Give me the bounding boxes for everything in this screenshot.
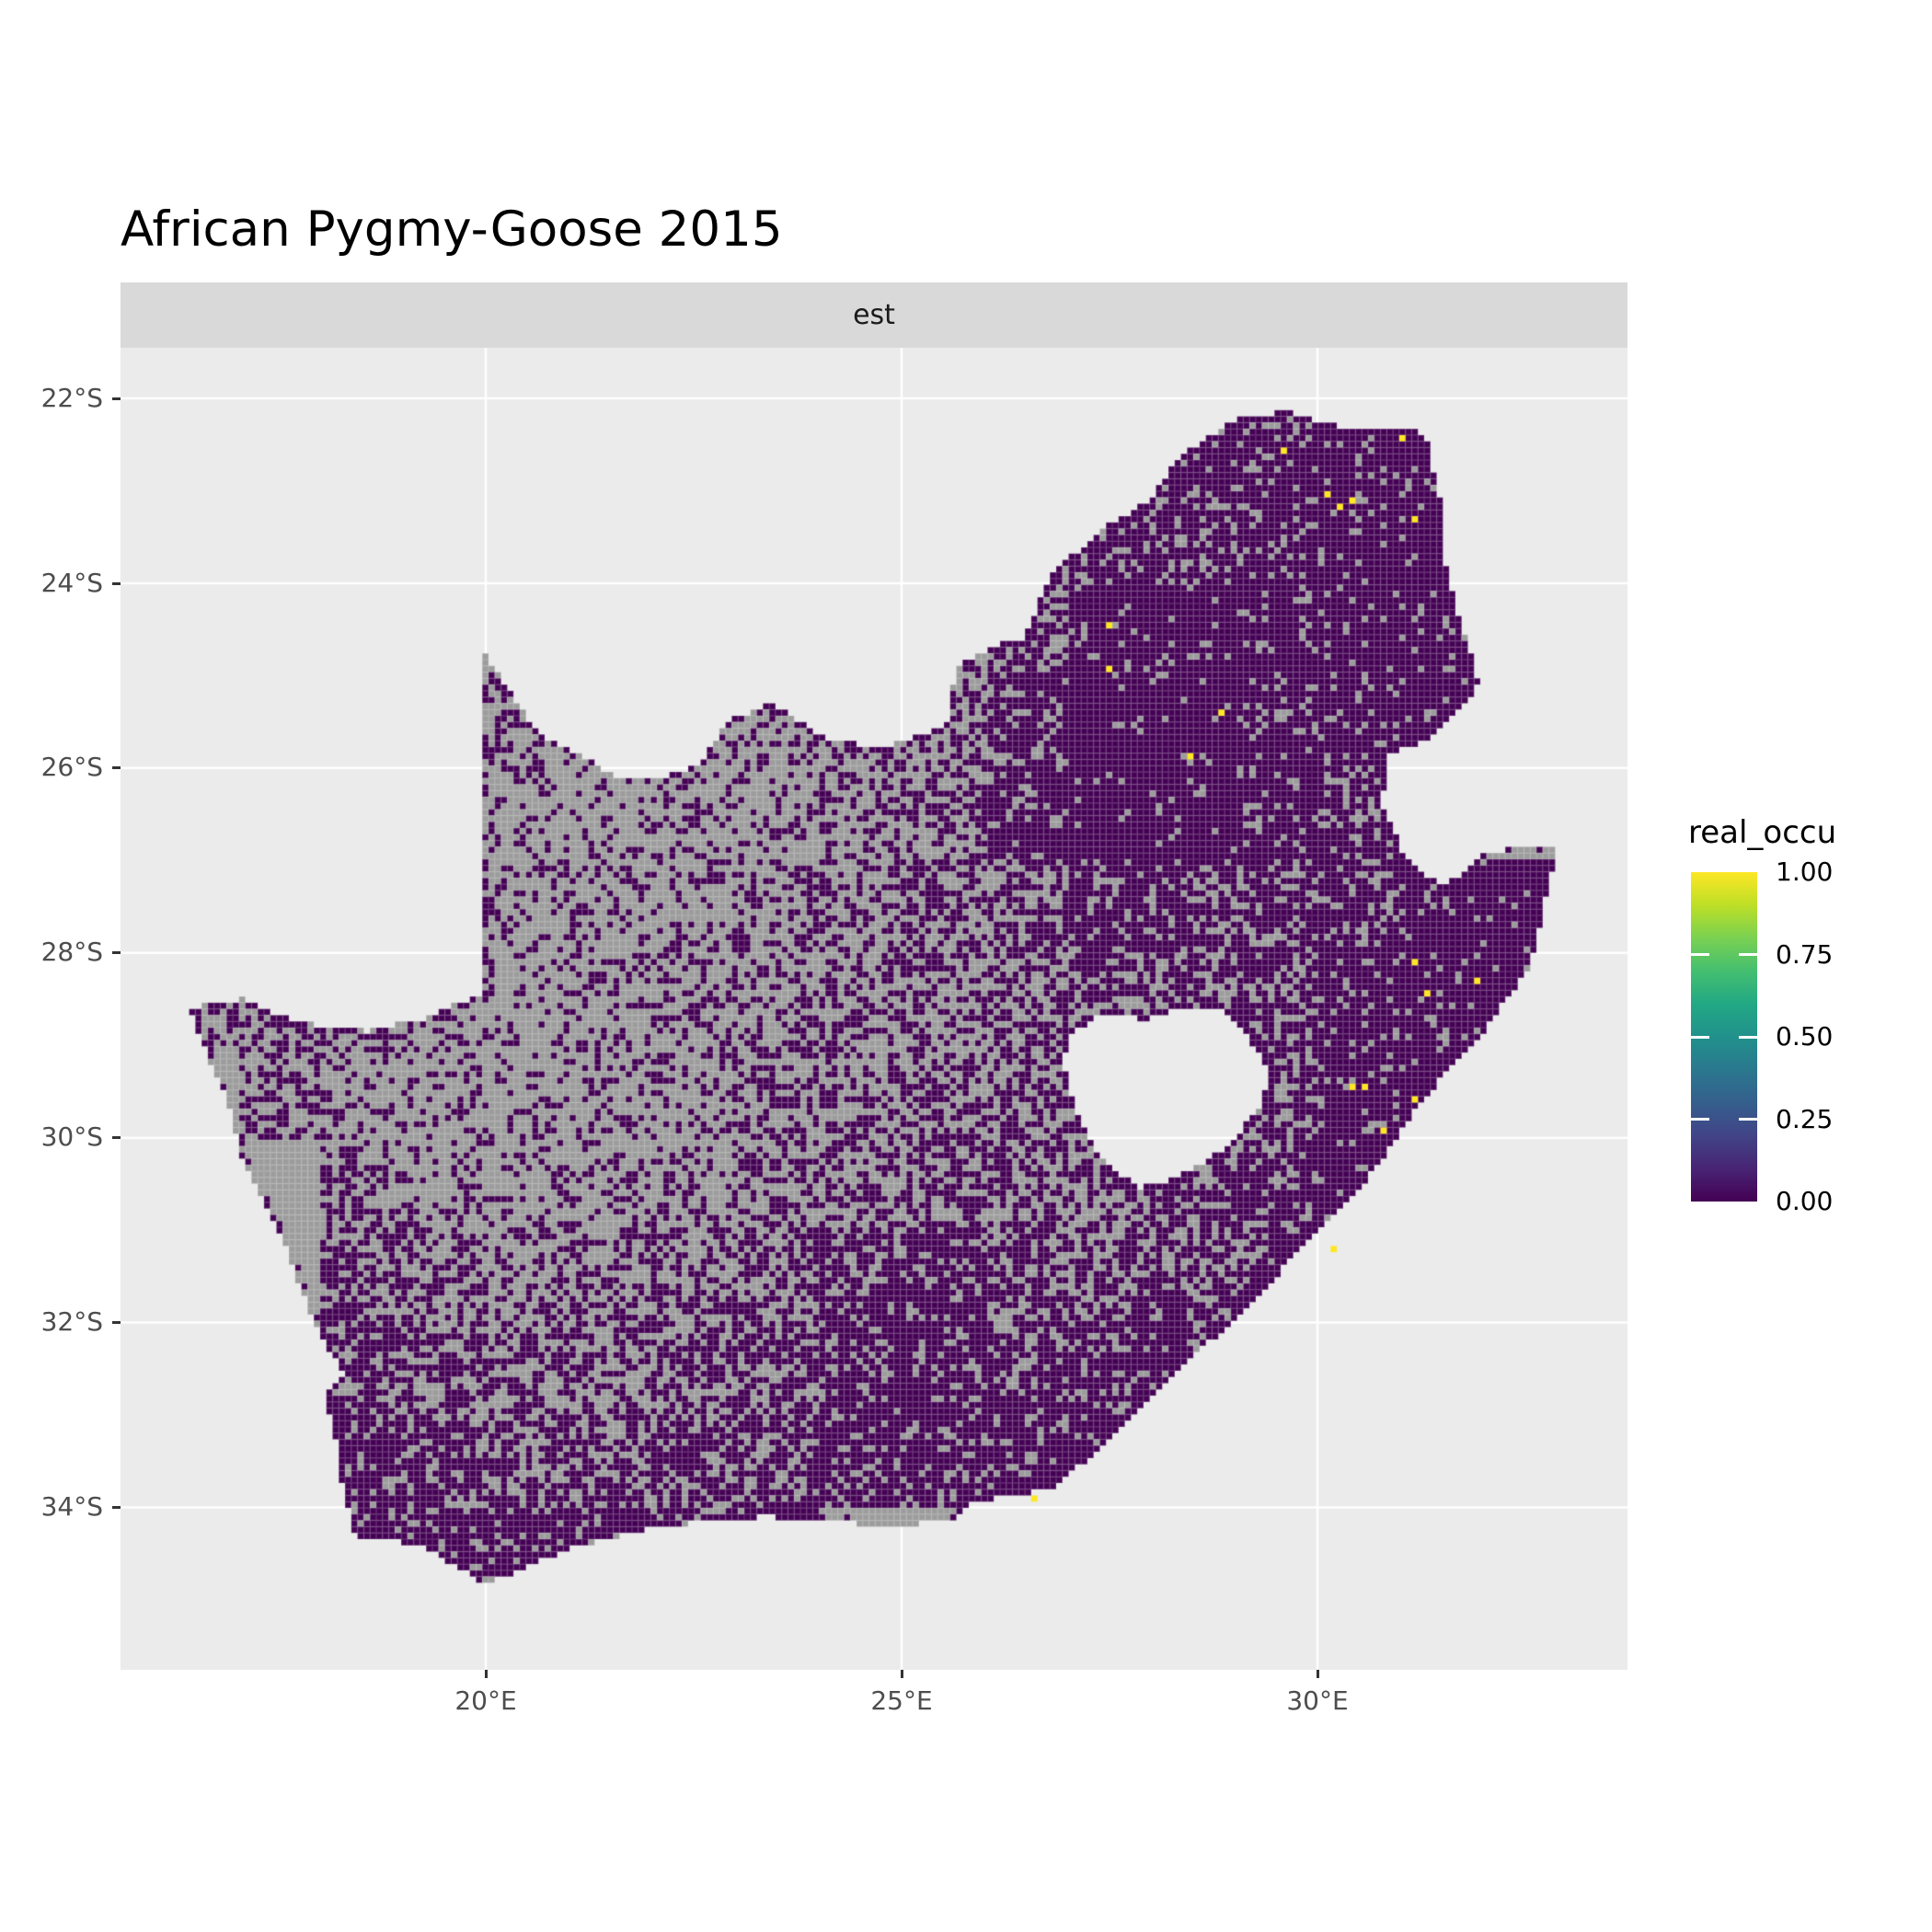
legend-colorbar-tick bbox=[1691, 953, 1709, 956]
legend-colorbar-tick bbox=[1739, 1035, 1757, 1039]
y-tick-mark bbox=[112, 1136, 121, 1139]
legend-colorbar-tick bbox=[1739, 953, 1757, 956]
y-tick-mark bbox=[112, 766, 121, 769]
x-tick-label: 20°E bbox=[454, 1685, 517, 1716]
x-tick-mark bbox=[485, 1670, 488, 1678]
y-tick-label: 32°S bbox=[40, 1306, 103, 1337]
legend-title: real_occu bbox=[1688, 814, 1837, 851]
legend-label: 0.75 bbox=[1776, 939, 1834, 970]
facet-strip-label: est bbox=[853, 299, 895, 331]
y-tick-label: 26°S bbox=[40, 752, 103, 782]
legend-colorbar-tick bbox=[1691, 1035, 1709, 1039]
x-tick-mark bbox=[901, 1670, 903, 1678]
plot-title: African Pygmy-Goose 2015 bbox=[121, 201, 783, 258]
plot-panel bbox=[121, 348, 1627, 1670]
legend-colorbar-tick bbox=[1691, 1118, 1709, 1121]
legend-label: 0.25 bbox=[1776, 1104, 1834, 1134]
y-tick-mark bbox=[112, 582, 121, 585]
y-tick-label: 28°S bbox=[40, 937, 103, 967]
facet-strip: est bbox=[121, 282, 1627, 348]
y-tick-mark bbox=[112, 1321, 121, 1324]
y-tick-label: 22°S bbox=[40, 383, 103, 413]
legend-label: 0.00 bbox=[1776, 1186, 1834, 1216]
y-tick-mark bbox=[112, 951, 121, 954]
legend-label: 0.50 bbox=[1776, 1021, 1834, 1052]
legend-colorbar-tick bbox=[1739, 1118, 1757, 1121]
y-tick-mark bbox=[112, 397, 121, 400]
y-tick-label: 24°S bbox=[40, 568, 103, 598]
x-tick-label: 25°E bbox=[870, 1685, 933, 1716]
x-tick-mark bbox=[1317, 1670, 1319, 1678]
y-tick-label: 30°S bbox=[40, 1121, 103, 1152]
x-tick-label: 30°E bbox=[1286, 1685, 1349, 1716]
legend-label: 1.00 bbox=[1776, 857, 1834, 887]
y-tick-mark bbox=[112, 1506, 121, 1509]
occupancy-map-canvas bbox=[121, 348, 1627, 1670]
y-tick-label: 34°S bbox=[40, 1491, 103, 1522]
